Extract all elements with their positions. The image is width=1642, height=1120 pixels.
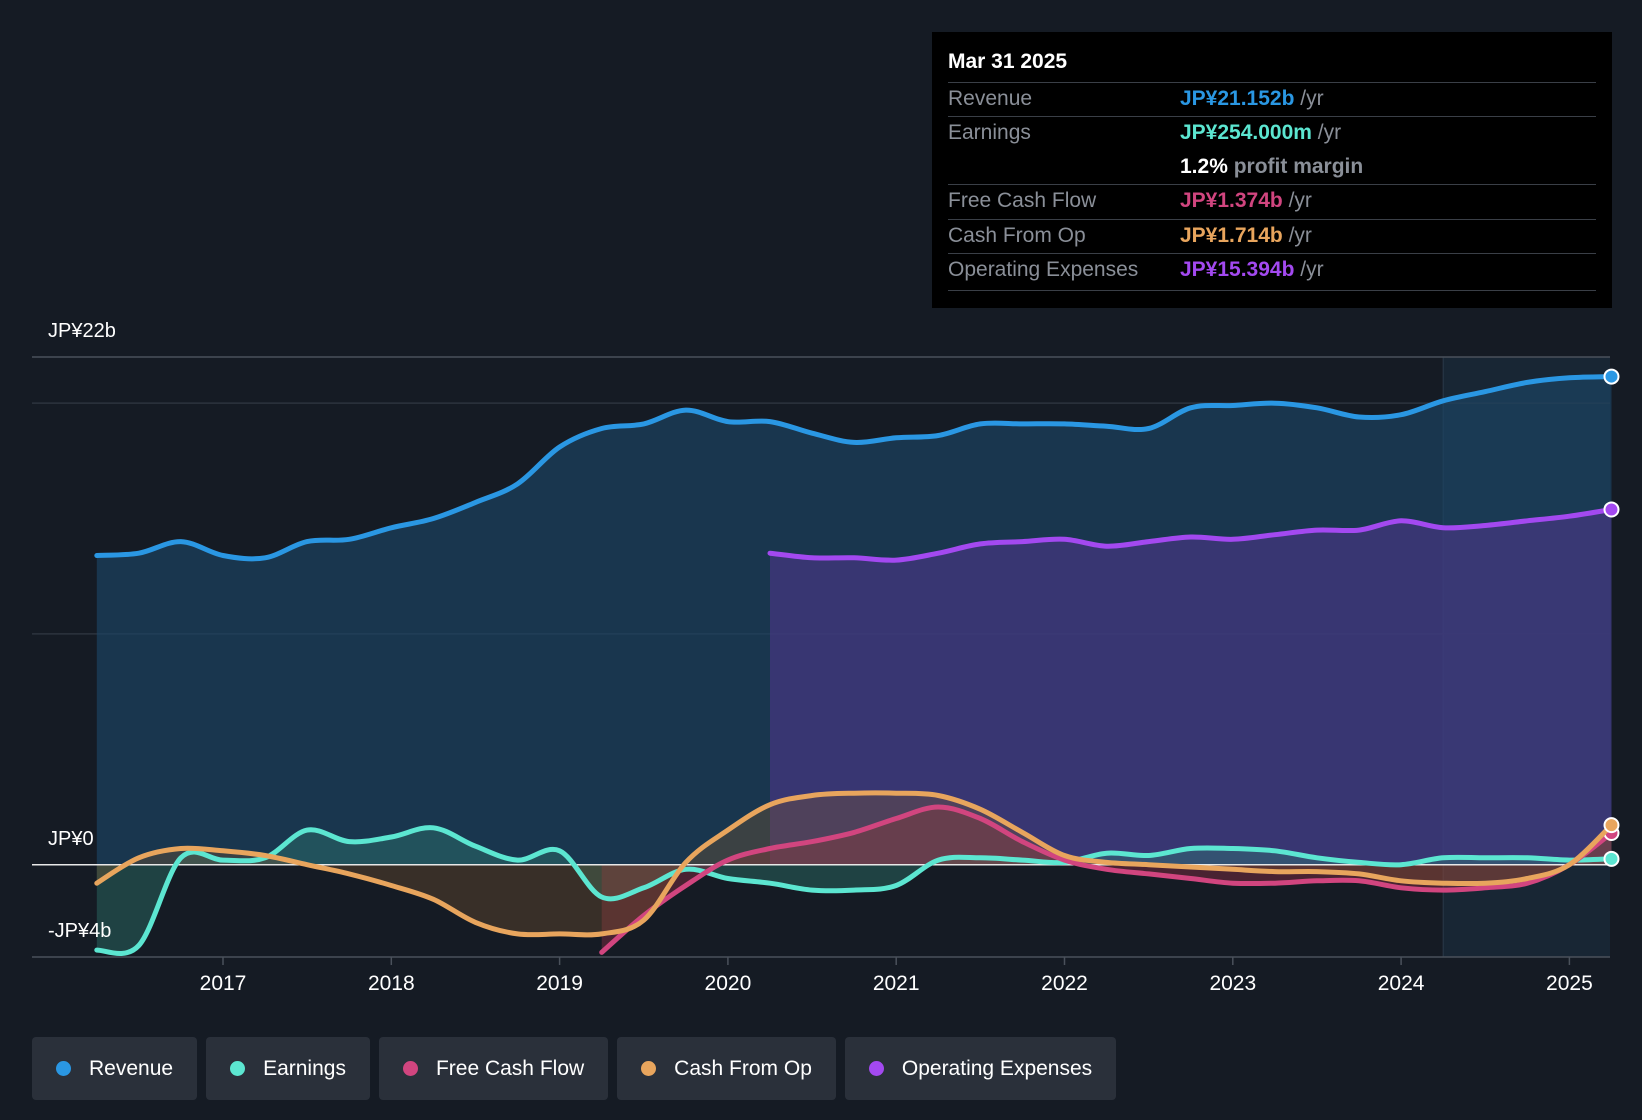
legend-fcf-dot — [402, 1061, 418, 1076]
legend-revenue-dot — [56, 1061, 71, 1076]
x-tick-label-2019: 2019 — [536, 972, 583, 995]
legend-earnings-dot — [230, 1061, 246, 1076]
tooltip-divider — [948, 290, 1596, 291]
revenue-line — [94, 374, 1614, 562]
tooltip-earnings-value: JP¥254.000m /yr — [1180, 121, 1342, 144]
x-tick-label-2025: 2025 — [1546, 972, 1593, 995]
legend-opex-label: Operating Expenses — [901, 1056, 1093, 1080]
legend-free-cash-flow[interactable]: Free Cash Flow — [378, 1037, 609, 1100]
x-tick-label-2024: 2024 — [1378, 972, 1425, 995]
x-tick-label-2017: 2017 — [200, 972, 247, 995]
tooltip-fcf-value: JP¥1.374b /yr — [1180, 189, 1312, 212]
y-axis-bottom-label: -JP¥4b — [48, 920, 112, 942]
y-axis-top-label: JP¥22b — [48, 320, 116, 342]
revenue-endpoint — [1603, 368, 1620, 385]
tooltip-opex-value: JP¥15.394b /yr — [1180, 258, 1324, 281]
legend-cfo-dot — [641, 1061, 657, 1076]
earnings-endpoint — [1603, 850, 1620, 867]
tooltip-cfo-label: Cash From Op — [948, 224, 1086, 247]
tooltip-cfo-value: JP¥1.714b /yr — [1180, 224, 1312, 247]
earnings-area — [96, 827, 1612, 954]
legend-fcf-label: Free Cash Flow — [435, 1056, 585, 1080]
x-tick-label-2023: 2023 — [1209, 972, 1256, 995]
tooltip-revenue-label: Revenue — [948, 87, 1033, 110]
tooltip-earnings-label: Earnings — [948, 121, 1031, 144]
x-tick-label-2022: 2022 — [1041, 972, 1088, 995]
tooltip-fcf-label: Free Cash Flow — [948, 189, 1097, 212]
legend-opex-dot — [868, 1061, 884, 1076]
legend-earnings[interactable]: Earnings — [206, 1037, 370, 1100]
legend: Revenue Earnings Free Cash Flow Cash Fro… — [32, 1037, 1117, 1100]
cash-from-op-area — [96, 792, 1612, 935]
tooltip-row-opex: Operating Expenses JP¥15.394b /yr — [948, 253, 1596, 288]
legend-earnings-label: Earnings — [263, 1056, 346, 1080]
x-tick-label-2020: 2020 — [705, 972, 752, 995]
tooltip-revenue-value: JP¥21.152b /yr — [1180, 87, 1324, 110]
cash-from-op-line — [94, 790, 1614, 938]
x-tick-label-2018: 2018 — [368, 972, 415, 995]
legend-revenue-label: Revenue — [89, 1056, 174, 1080]
operating-expenses-line — [767, 506, 1614, 563]
free-cash-flow-line — [599, 804, 1614, 955]
chart-canvas: 2017 2018 2019 2020 2021 2022 2023 2024 2025 — [32, 356, 1620, 995]
legend-operating-expenses[interactable]: Operating Expenses — [844, 1037, 1117, 1100]
legend-cfo-label: Cash From Op — [674, 1056, 812, 1080]
operating-expenses-endpoint — [1603, 501, 1620, 518]
x-tick-label-2021: 2021 — [873, 972, 920, 995]
tooltip-date: Mar 31 2025 — [948, 50, 1068, 73]
tooltip-row-revenue: Revenue JP¥21.152b /yr — [948, 82, 1596, 117]
tooltip-row-cfo: Cash From Op JP¥1.714b /yr — [948, 219, 1596, 254]
operating-expenses-area — [770, 509, 1612, 865]
tooltip-row-fcf: Free Cash Flow JP¥1.374b /yr — [948, 184, 1596, 219]
y-axis-zero-label: JP¥0 — [48, 828, 94, 850]
tooltip-opex-label: Operating Expenses — [948, 258, 1139, 281]
cash-from-op-endpoint — [1603, 817, 1620, 834]
tooltip-row-earnings: Earnings JP¥254.000m /yr 1.2% profit mar… — [948, 116, 1596, 185]
earnings-line — [94, 825, 1614, 956]
legend-cash-from-op[interactable]: Cash From Op — [617, 1037, 836, 1100]
free-cash-flow-area — [601, 807, 1612, 953]
tooltip-panel: Mar 31 2025 Revenue JP¥21.152b /yr Earni… — [932, 32, 1612, 308]
tooltip-profit-margin: 1.2% profit margin — [1180, 155, 1364, 178]
legend-revenue[interactable]: Revenue — [32, 1037, 198, 1100]
